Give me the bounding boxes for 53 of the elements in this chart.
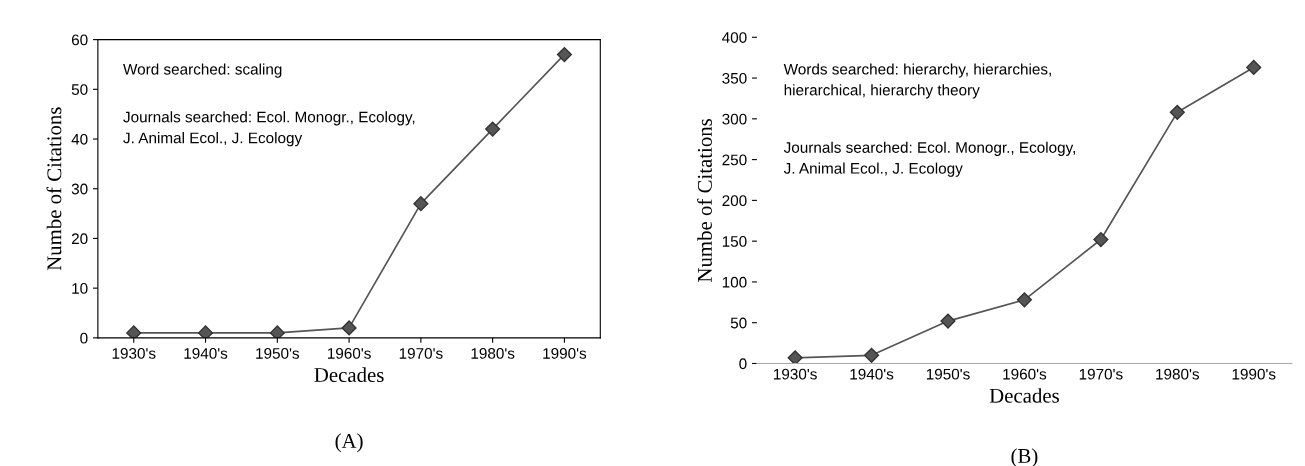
annotation: Words searched: hierarchy, hierarchies, hierarchical, hierarchy theory [783, 63, 1051, 99]
y-tick-label: 50 [71, 84, 88, 95]
point [1016, 292, 1032, 308]
point [341, 320, 357, 336]
annotation: Journals searched: Ecol. Monogr., Ecology, J. Animal Ecol., J. Ecology [783, 141, 1075, 177]
x-tick-label: 1930's [112, 347, 156, 359]
y-tick-label: 0 [739, 358, 747, 370]
x-tick-label: 1970's [399, 347, 443, 359]
x-axis-title: Decades [314, 367, 384, 383]
x-tick-label: 1980's [1156, 368, 1200, 380]
point [863, 347, 880, 363]
x-axis-title: Decades [989, 388, 1059, 403]
point [1169, 104, 1185, 120]
y-tick-label: 350 [722, 72, 747, 84]
text: (A) [335, 433, 363, 453]
x-tick-label: 1990's [1232, 368, 1276, 380]
y-tick-label: 10 [72, 283, 88, 294]
x-tick-label: 1940's [184, 347, 228, 359]
x-tick-label: 1990's [543, 347, 587, 359]
y-axis-title: Numbe of Citations [46, 107, 62, 271]
y-tick-label: 30 [71, 183, 88, 195]
x-tick-label: 1960's [327, 347, 371, 359]
y-tick-label: 50 [730, 317, 747, 329]
y-tick-label: 400 [722, 32, 747, 43]
y-axis-title: Numbe of Citations [697, 118, 712, 282]
annotation: Journals searched: Ecol. Monogr., Ecology, J. Animal Ecol., J. Ecology [123, 111, 415, 147]
x-tick-label: 1940's [850, 368, 894, 380]
y-tick-label: 100 [722, 276, 747, 288]
y-tick-label: 300 [722, 113, 747, 125]
x-tick-label: 1980's [471, 347, 515, 359]
point [126, 325, 142, 338]
y-tick-label: 40 [71, 133, 88, 145]
y-tick-label: 200 [722, 195, 747, 207]
point [1246, 59, 1262, 76]
x-tick-label: 1960's [1003, 368, 1047, 380]
point [787, 350, 803, 364]
x-tick-label: 1950's [256, 347, 300, 359]
y-tick-label: 0 [80, 332, 88, 344]
y-tick-label: 60 [71, 34, 88, 46]
x-tick-label: 1950's [926, 368, 970, 380]
y-tick-label: 150 [722, 236, 747, 247]
point [413, 196, 429, 212]
x-tick-label: 1970's [1079, 368, 1123, 380]
x-tick-label: 1930's [774, 368, 817, 380]
point [485, 121, 501, 137]
y-tick-label: 250 [722, 154, 747, 166]
point [1093, 231, 1109, 248]
point [197, 325, 214, 338]
annotation: Word searched: scaling [123, 63, 282, 78]
point [940, 313, 956, 329]
point [269, 325, 285, 338]
y-tick-label: 20 [71, 233, 88, 245]
point [556, 46, 572, 63]
